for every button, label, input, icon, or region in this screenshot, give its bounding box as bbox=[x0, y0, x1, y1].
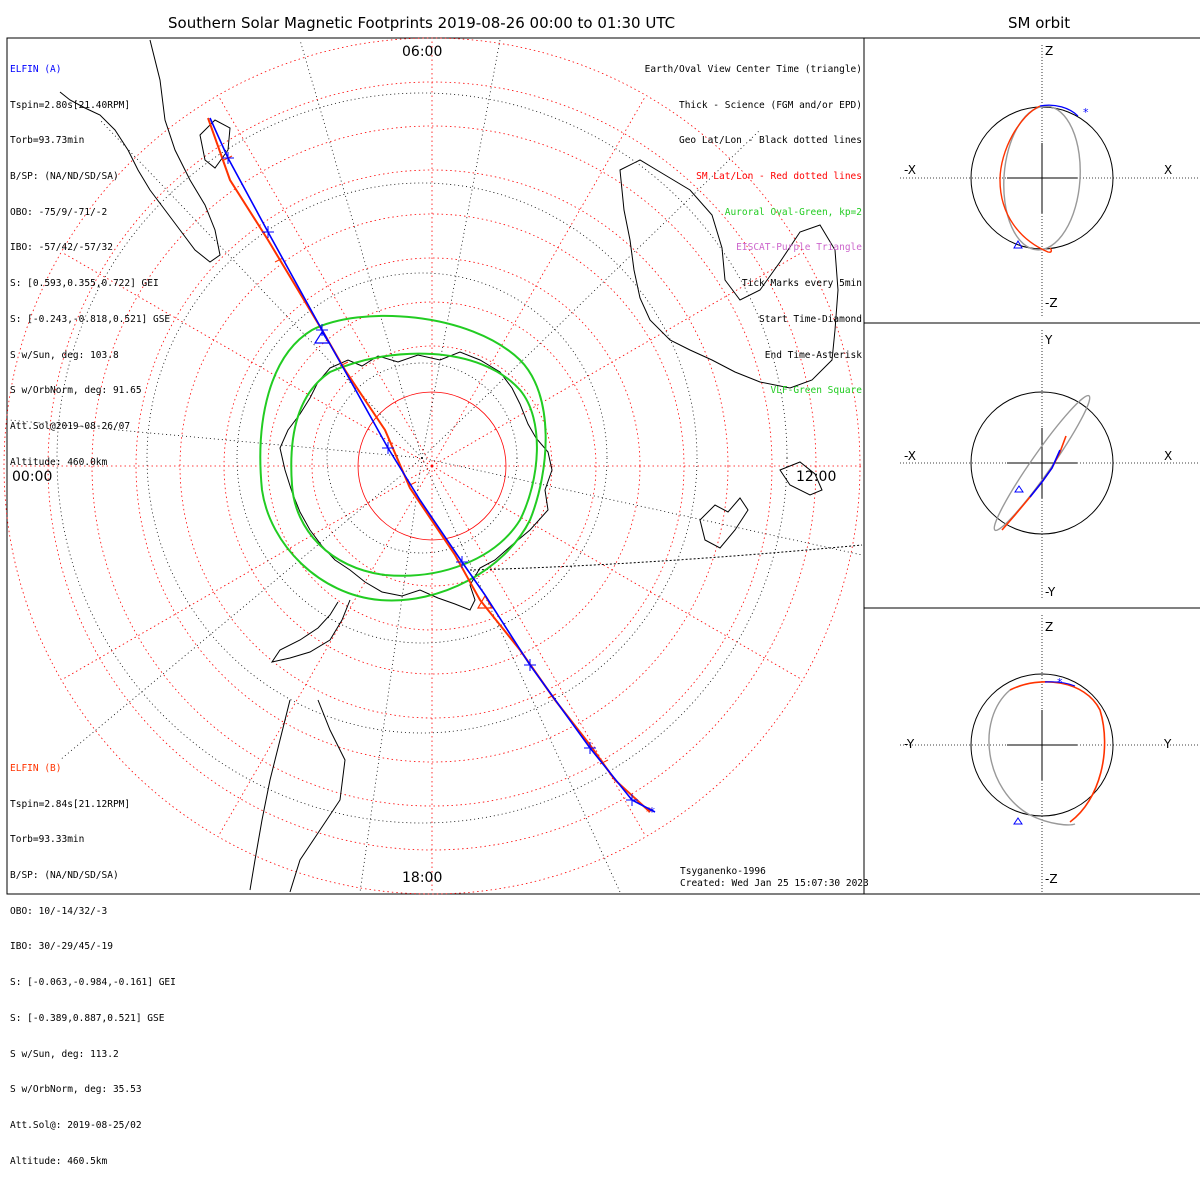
orbit2-bottom-label: -Y bbox=[1045, 585, 1056, 599]
africa-coast bbox=[59, 39, 221, 263]
orbit3-top-label: Z bbox=[1045, 620, 1054, 634]
hour-label-bottom: 18:00 bbox=[402, 870, 443, 886]
auroral-oval-outer bbox=[259, 314, 547, 602]
elfin-a-line: S w/OrbNorm, deg: 91.65 bbox=[10, 385, 142, 397]
elfin-b-path bbox=[207, 117, 651, 813]
elfin-b-track: * bbox=[207, 117, 652, 819]
map-frame bbox=[6, 37, 865, 895]
elfin-a-line: OBO: -75/9/-71/-2 bbox=[10, 206, 108, 218]
legend-item: Geo Lat/Lon - Black dotted lines bbox=[678, 135, 862, 147]
elfin-a-line: Tspin=2.80s[21.40RPM] bbox=[10, 99, 131, 111]
auroral-ovals bbox=[259, 314, 547, 602]
elfin-b-line: IBO: 30/-29/45/-19 bbox=[10, 941, 113, 953]
elfin-a-line: S: [0.593,0.355,0.722] GEI bbox=[10, 278, 159, 290]
orbit1-right-label: X bbox=[1164, 163, 1173, 177]
legend-item: Auroral Oval-Green, kp=2 bbox=[724, 206, 862, 218]
polar-map: * * * bbox=[3, 37, 1200, 895]
elfin-b-line: S: [-0.389,0.887,0.521] GSE bbox=[10, 1012, 165, 1024]
orbit2-right-label: X bbox=[1164, 449, 1173, 463]
elfin-b-line: OBO: 10/-14/32/-3 bbox=[10, 905, 108, 917]
nz-north-coast bbox=[779, 461, 823, 496]
svg-text:*: * bbox=[1083, 106, 1089, 119]
orbit3-bottom-label: -Z bbox=[1045, 872, 1058, 886]
geo-grid bbox=[8, 39, 863, 893]
orbit3-right-label: Y bbox=[1164, 737, 1172, 751]
elfin-b-line: Tspin=2.84s[21.12RPM] bbox=[10, 798, 131, 810]
elfin-b-end-asterisk: * bbox=[646, 805, 652, 819]
hour-label-top: 06:00 bbox=[402, 44, 443, 60]
antarctica-coast bbox=[279, 351, 553, 611]
elfin-b-triangle bbox=[476, 594, 494, 609]
orbit-panel-xz: * bbox=[900, 45, 1198, 318]
orbit2-left-label: -X bbox=[904, 449, 916, 463]
australia-coast bbox=[619, 159, 839, 389]
new-zealand-coast bbox=[699, 497, 749, 549]
hour-label-left: 00:00 bbox=[12, 469, 53, 485]
elfin-b-line: S w/Sun, deg: 113.2 bbox=[10, 1048, 119, 1060]
legend-item: EISCAT-Purple Triangle bbox=[736, 242, 862, 254]
elfin-a-end-asterisk: * bbox=[649, 805, 655, 819]
plot-title: Southern Solar Magnetic Footprints 2019-… bbox=[168, 14, 676, 32]
elfin-a-line: IBO: -57/42/-57/32 bbox=[10, 242, 113, 254]
elfin-a-line: Altitude: 460.0km bbox=[10, 456, 108, 468]
elfin-b-line: S: [-0.063,-0.984,-0.161] GEI bbox=[10, 977, 176, 989]
orbit-panel-yz: * bbox=[900, 615, 1198, 892]
elfin-a-ticks bbox=[222, 152, 638, 806]
orbit-panel-xy bbox=[900, 330, 1198, 600]
model-label: Tsyganenko-1996 bbox=[680, 866, 766, 877]
sm-lon-lines bbox=[9, 40, 862, 892]
orbit1-top-label: Z bbox=[1045, 44, 1054, 58]
elfin-a-line: S w/Sun, deg: 103.8 bbox=[10, 349, 119, 361]
elfin-a-line: S: [-0.243,-0.818,0.521] GSE bbox=[10, 313, 171, 325]
elfin-a-line: Att.Sol@2019-08-26/07 bbox=[10, 421, 131, 432]
legend-item: SM Lat/Lon - Red dotted lines bbox=[696, 170, 862, 182]
elfin-a-info: ELFIN (A) Tspin=2.80s[21.40RPM] Torb=93.… bbox=[10, 40, 170, 481]
svg-text:*: * bbox=[1057, 676, 1063, 689]
elfin-b-line: Torb=93.33min bbox=[10, 834, 85, 846]
elfin-a-track: * bbox=[209, 117, 656, 819]
antarctic-peninsula bbox=[270, 599, 351, 663]
elfin-b-line: Altitude: 460.5km bbox=[10, 1155, 108, 1167]
elfin-b-name: ELFIN (B) bbox=[10, 762, 62, 774]
legend-item: Tick Marks every 5min bbox=[741, 278, 862, 290]
elfin-a-name: ELFIN (A) bbox=[10, 63, 62, 75]
legend-item: Thick - Science (FGM and/or EPD) bbox=[678, 99, 862, 111]
elfin-b-line: Att.Sol@: 2019-08-25/02 bbox=[10, 1120, 142, 1131]
legend: Earth/Oval View Center Time (triangle) T… bbox=[645, 40, 862, 409]
auroral-oval-inner bbox=[290, 352, 538, 577]
hour-label-right: 12:00 bbox=[796, 469, 837, 485]
legend-item: End Time-Asterisk bbox=[764, 349, 862, 361]
elfin-a-triangle bbox=[313, 330, 331, 344]
elfin-a-line: Torb=93.73min bbox=[10, 135, 85, 147]
orbit1-left-label: -X bbox=[904, 163, 916, 177]
geo-line-dateline bbox=[469, 544, 863, 571]
elfin-a-line: B/SP: (NA/ND/SD/SA) bbox=[10, 170, 119, 182]
madagascar-coast bbox=[199, 119, 231, 169]
elfin-b-line: S w/OrbNorm, deg: 35.53 bbox=[10, 1084, 142, 1096]
created-label: Created: Wed Jan 25 15:07:30 2023 bbox=[680, 878, 869, 889]
elfin-b-ticks bbox=[223, 155, 609, 765]
elfin-b-line: B/SP: (NA/ND/SD/SA) bbox=[10, 869, 119, 881]
south-america-coast bbox=[249, 699, 346, 893]
orbit1-bottom-label: -Z bbox=[1045, 296, 1058, 310]
sm-inner-circle bbox=[357, 391, 507, 541]
orbit2-top-label: Y bbox=[1045, 333, 1053, 347]
elfin-b-info: ELFIN (B) Tspin=2.84s[21.12RPM] Torb=93.… bbox=[10, 739, 176, 1180]
legend-item: Start Time-Diamond bbox=[759, 313, 862, 325]
legend-item: VLF-Green Square bbox=[770, 385, 862, 397]
orbit3-left-label: -Y bbox=[904, 737, 915, 751]
orbit-title: SM orbit bbox=[1008, 14, 1071, 32]
legend-item: Earth/Oval View Center Time (triangle) bbox=[644, 63, 862, 75]
